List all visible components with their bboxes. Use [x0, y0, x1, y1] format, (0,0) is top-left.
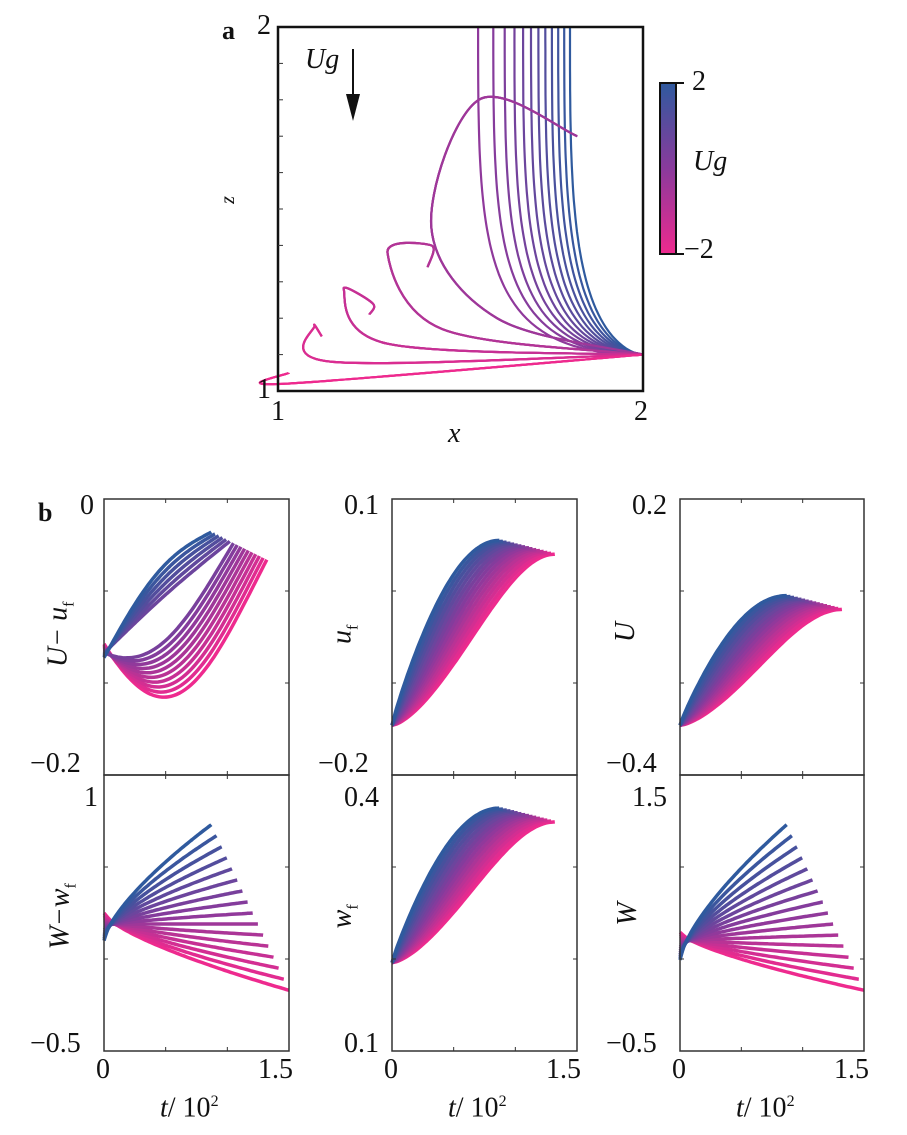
subplot-b3 — [678, 498, 865, 776]
b4-x0: 0 — [96, 1054, 110, 1085]
b5-ymax: 0.4 — [344, 782, 379, 813]
a-x-tick-2: 2 — [634, 396, 648, 427]
a-z-tick-1: 1 — [257, 374, 271, 405]
a-x-tick-1: 1 — [271, 396, 285, 427]
a-z-tick-2: 2 — [257, 10, 271, 41]
panel-b-letter: b — [38, 498, 53, 527]
b3-ylabel: U — [610, 621, 641, 643]
colorbar-max: 2 — [692, 66, 706, 97]
colorbar-label: Ug — [693, 146, 728, 177]
b6-ymin: −0.5 — [606, 1028, 657, 1059]
b5-ylabel: wf — [326, 904, 362, 929]
b1-ylabel: U− uf — [42, 601, 78, 668]
b4-xlabel: t/ 102 — [160, 1092, 219, 1124]
b4-x15: 1.5 — [258, 1054, 293, 1085]
b5-x0: 0 — [384, 1054, 398, 1085]
panel-b-subplots — [102, 498, 865, 1052]
b5-xlabel: t/ 102 — [448, 1092, 507, 1124]
b6-ymax: 1.5 — [632, 782, 667, 813]
b5-ymin: 0.1 — [344, 1028, 379, 1059]
b5-x15: 1.5 — [546, 1054, 581, 1085]
b2-ymax: 0.1 — [344, 490, 379, 521]
subplot-b2 — [390, 498, 578, 776]
b1-ymax: 0 — [80, 490, 94, 521]
b1-ymin: −0.2 — [30, 748, 81, 779]
subplot-b5 — [390, 774, 578, 1052]
b6-ylabel: W — [612, 902, 643, 926]
subplot-b6 — [678, 774, 865, 1052]
b6-x15: 1.5 — [834, 1054, 869, 1085]
a-ug-annotation: Ug — [305, 44, 340, 75]
subplot-b1 — [102, 498, 290, 776]
b2-ymin: −0.2 — [318, 748, 369, 779]
b4-ymin: −0.5 — [30, 1028, 81, 1059]
b3-ymax: 0.2 — [632, 490, 667, 521]
b2-ylabel: uf — [326, 624, 362, 644]
b4-ylabel: W−wf — [44, 883, 80, 950]
b3-ymin: −0.4 — [606, 748, 657, 779]
a-x-axis-label: x — [448, 418, 461, 449]
colorbar-min: −2 — [684, 234, 714, 265]
subplot-b4 — [102, 774, 290, 1052]
ug-arrow-head-icon — [346, 94, 360, 121]
b6-xlabel: t/ 102 — [736, 1092, 795, 1124]
a-z-axis-label: z — [216, 196, 239, 204]
panel-a-ticks — [278, 62, 283, 356]
panel-a-trajectories — [258, 26, 644, 386]
b6-x0: 0 — [672, 1054, 686, 1085]
panel-a-letter: a — [222, 16, 235, 45]
colorbar — [659, 82, 677, 255]
b4-ymax: 1 — [84, 782, 98, 813]
